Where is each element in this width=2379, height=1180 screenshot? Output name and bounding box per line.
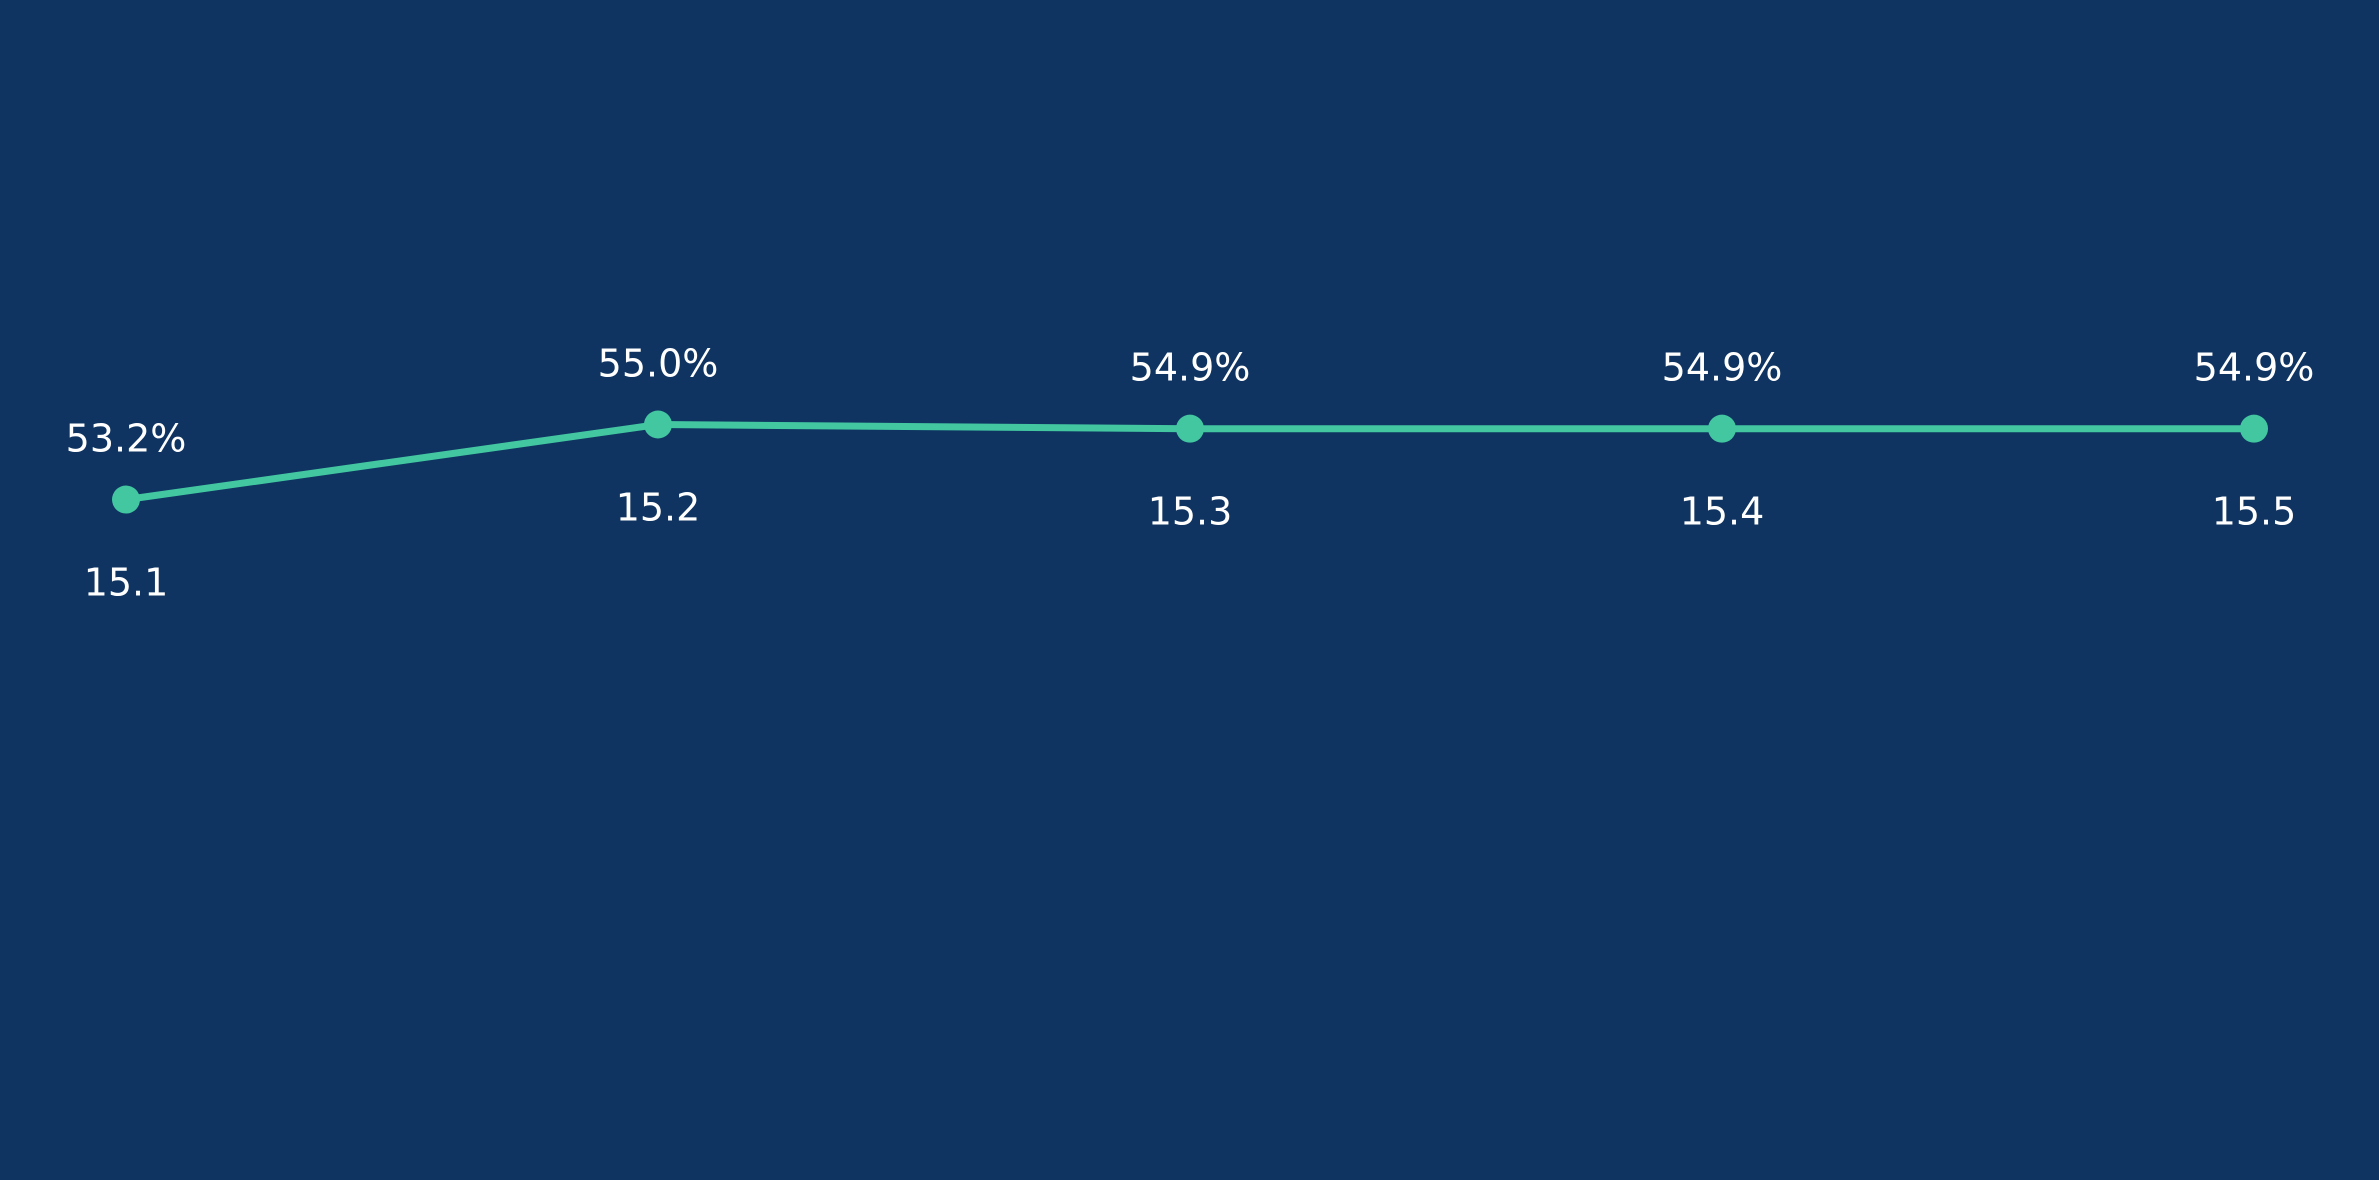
category-label: 15.4 [1680,490,1765,534]
data-label: 54.9% [2194,346,2315,390]
data-label: 54.9% [1662,346,1783,390]
category-label: 15.5 [2212,490,2297,534]
data-point [112,485,140,514]
category-label: 15.1 [84,561,169,605]
data-point [2240,414,2268,443]
data-label: 53.2% [66,417,187,461]
data-point [1708,414,1736,443]
data-label: 54.9% [1130,346,1251,390]
label-layer: 53.2% 15.1 55.0% 15.2 54.9% 15.3 54.9% 15.4 54.9… [66,342,2315,605]
point-layer [112,410,2268,514]
category-label: 15.2 [616,486,701,530]
data-point [644,410,672,439]
data-label: 55.0% [598,342,719,386]
category-label: 15.3 [1148,490,1233,534]
data-point [1176,414,1204,443]
